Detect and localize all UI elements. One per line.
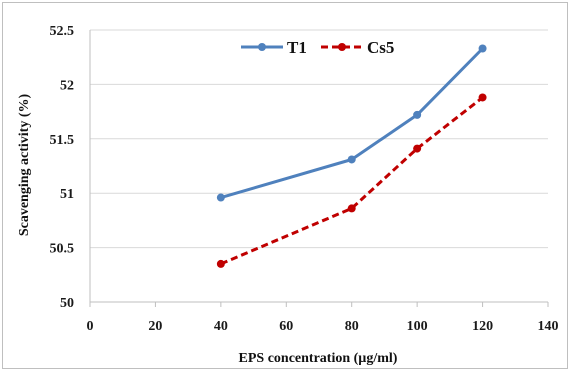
- series-line-t1: [220, 47, 484, 200]
- x-tick-label: 80: [345, 319, 359, 334]
- data-point-cs5: [347, 204, 356, 213]
- data-point-t1: [478, 44, 487, 53]
- axes: [89, 30, 549, 307]
- legend-marker-cs5: [338, 43, 346, 51]
- legend-marker-t1: [258, 43, 266, 51]
- x-tick-label: 0: [87, 319, 94, 334]
- data-point-cs5: [478, 93, 487, 102]
- data-point-cs5: [413, 144, 422, 153]
- series-line-cs5: [220, 96, 484, 266]
- y-tick-labels: 50 50.5 51 51.5 52 52.5: [50, 24, 75, 311]
- x-tick-label: 120: [472, 319, 493, 334]
- data-point-t1: [347, 155, 356, 164]
- x-tick-label: 100: [407, 319, 428, 334]
- x-tick-label: 40: [214, 319, 228, 334]
- gridlines: [90, 29, 548, 249]
- data-point-cs5: [216, 259, 225, 268]
- x-tick-label: 140: [538, 319, 559, 334]
- data-point-t1: [216, 193, 225, 202]
- y-tick-label: 51: [60, 187, 74, 202]
- x-tick-labels: 0 20 40 60 80 100 120 140: [87, 319, 559, 334]
- x-tick-label: 20: [148, 319, 162, 334]
- series-group: [216, 44, 487, 268]
- y-tick-label: 52: [60, 78, 74, 93]
- legend-label-t1: T1: [287, 38, 307, 57]
- x-tick-label: 60: [279, 319, 293, 334]
- data-point-t1: [413, 110, 422, 119]
- y-tick-label: 51.5: [50, 133, 75, 148]
- y-tick-label: 50: [60, 296, 74, 311]
- y-tick-label: 52.5: [50, 24, 75, 39]
- y-axis-title: Scavenging activity (%): [17, 94, 32, 237]
- legend: T1 Cs5: [241, 38, 394, 57]
- chart-frame: [2, 2, 568, 369]
- y-tick-label: 50.5: [50, 242, 75, 257]
- legend-label-cs5: Cs5: [367, 38, 394, 57]
- x-axis-title: EPS concentration (µg/ml): [239, 351, 398, 366]
